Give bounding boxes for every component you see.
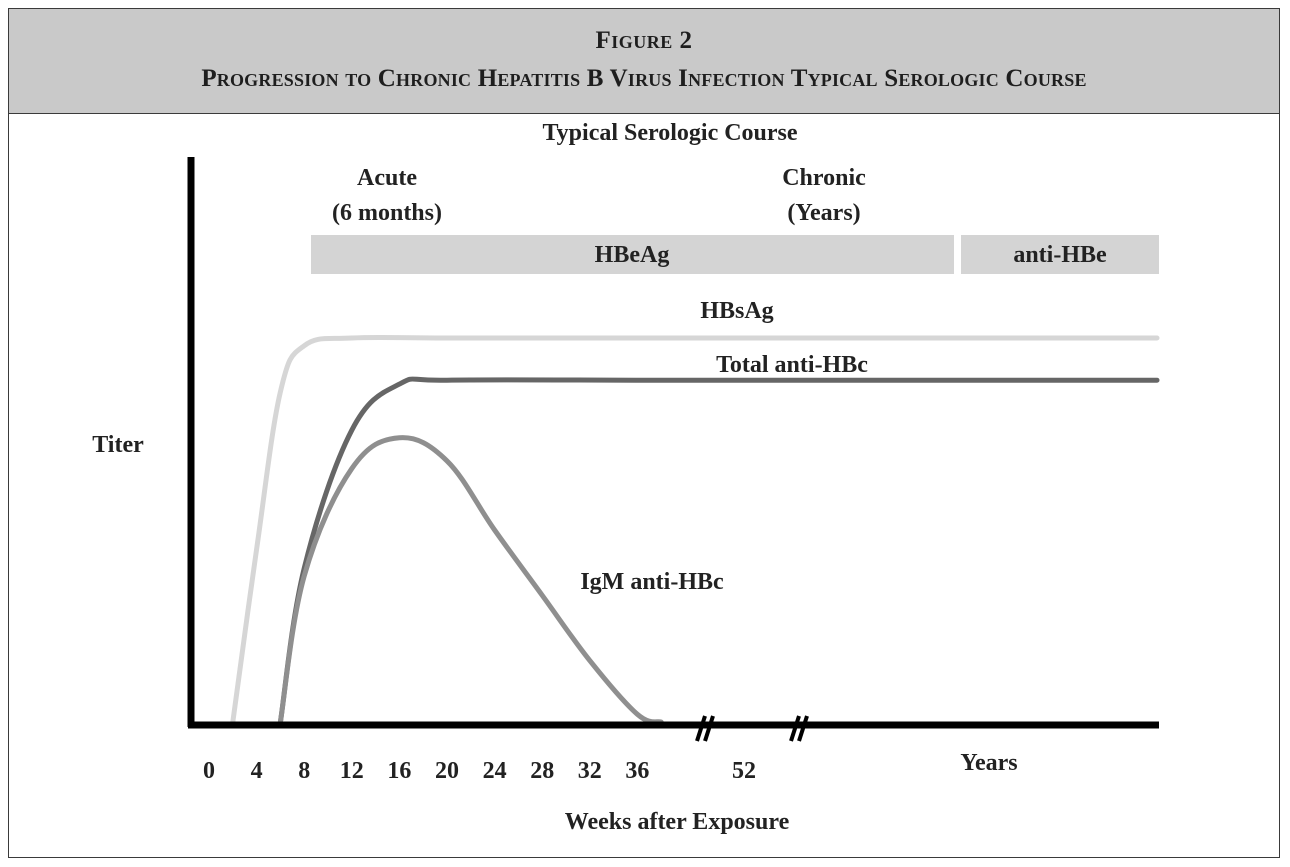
series-line-igm-anti-hbc [277,435,664,725]
phase-chronic-name: Chronic [782,165,866,191]
x-tick-8: 8 [298,758,310,784]
band-anti-hbe [961,235,1159,274]
series-label-hbsag: HBsAg [700,298,773,324]
x-axis-label: Weeks after Exposure [565,809,790,835]
x-tick-52: 52 [732,758,756,784]
series-layer [230,334,1160,725]
phase-acute-name: Acute [357,165,417,191]
figure-header: Figure 2 Progression to Chronic Hepatiti… [9,9,1279,114]
x-tick-12: 12 [340,758,364,784]
figure-title: Progression to Chronic Hepatitis B Virus… [201,65,1087,92]
axis-break-2 [789,715,809,742]
x-tick-0: 0 [203,758,215,784]
series-line-total-anti-hbc [277,376,1160,725]
x-tick-16: 16 [387,758,411,784]
x-tick-24: 24 [483,758,507,784]
x-tick-years: Years [960,750,1017,776]
x-tick-28: 28 [530,758,554,784]
series-label-igm-anti-hbc: IgM anti-HBc [580,569,724,595]
x-tick-labels: 0 4 8 12 16 20 24 28 32 36 52 Years [203,750,1018,784]
phase-chronic-detail: (Years) [787,200,860,226]
x-tick-32: 32 [578,758,602,784]
figure-number: Figure 2 [595,27,693,54]
phase-acute-detail: (6 months) [332,200,442,226]
series-line-hbsag [230,334,1160,725]
y-axis-label: Titer [92,432,144,458]
chart-title: Typical Serologic Course [542,120,797,146]
x-tick-36: 36 [625,758,649,784]
band-anti-hbe-label: anti-HBe [1013,242,1107,268]
x-tick-20: 20 [435,758,459,784]
band-hbeag [311,235,954,274]
axis-break-1 [695,715,715,742]
x-tick-4: 4 [251,758,263,784]
band-hbeag-label: HBeAg [595,242,670,268]
series-label-total-anti-hbc: Total anti-HBc [716,352,868,378]
